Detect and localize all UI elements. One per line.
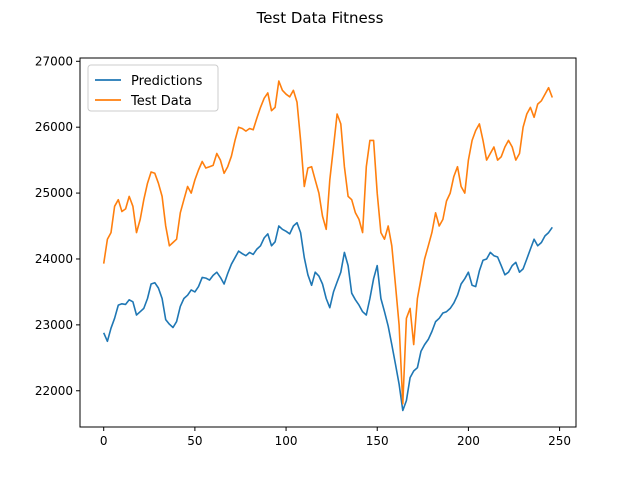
legend: Predictions Test Data: [87, 64, 219, 112]
chart-title: Test Data Fitness: [256, 9, 384, 27]
series-line-predictions: [102, 221, 553, 412]
y-tick-label: 25000: [35, 186, 73, 200]
x-tick-label: 100: [275, 434, 298, 448]
x-tick-label: 0: [100, 434, 108, 448]
legend-label: Test Data: [130, 94, 192, 109]
x-tick-label: 250: [548, 434, 571, 448]
y-tick-label: 23000: [35, 318, 73, 332]
series-line-test-data: [102, 80, 554, 405]
y-tick-label: 26000: [35, 120, 73, 134]
x-tick-label: 50: [187, 434, 202, 448]
y-tick-label: 22000: [35, 384, 73, 398]
axes-frame: [79, 57, 577, 428]
x-tick-label: 200: [457, 434, 480, 448]
axes: 0 50 100 150 200 250 22000 23000 24000 25000 26000…: [35, 54, 577, 448]
x-tick-label: 150: [366, 434, 389, 448]
y-tick-label: 27000: [35, 54, 73, 68]
y-tick-label: 24000: [35, 252, 73, 266]
plot-area: [102, 80, 554, 412]
legend-label: Predictions: [131, 74, 203, 89]
